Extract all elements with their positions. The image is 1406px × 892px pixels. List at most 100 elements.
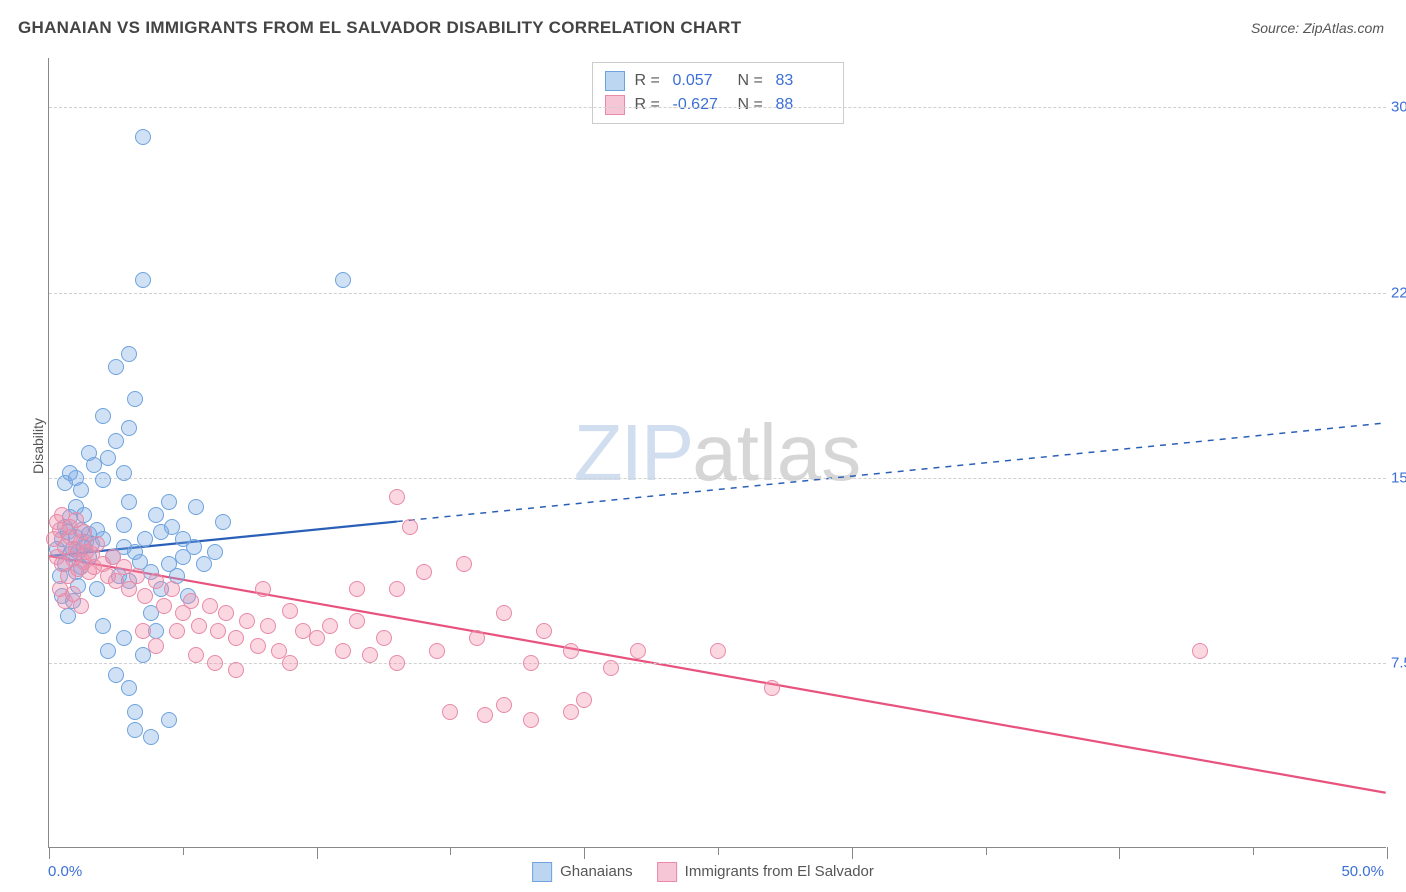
legend-label: Immigrants from El Salvador [685,863,874,880]
data-point [135,272,151,288]
x-tick [584,847,585,859]
data-point [362,647,378,663]
x-tick [1387,847,1388,859]
data-point [563,704,579,720]
legend-item-ghanaians: Ghanaians [532,862,633,882]
data-point [89,536,105,552]
x-tick [183,847,184,855]
data-point [135,623,151,639]
data-point [202,598,218,614]
data-point [108,433,124,449]
data-point [148,638,164,654]
gridline [49,663,1386,664]
data-point [116,465,132,481]
data-point [108,359,124,375]
data-point [100,450,116,466]
data-point [239,613,255,629]
data-point [764,680,780,696]
x-tick [317,847,318,859]
data-point [207,655,223,671]
gridline [49,107,1386,108]
legend-swatch-ghanaians [605,71,625,91]
data-point [376,630,392,646]
n-value-elsalvador: 88 [776,93,831,117]
legend-swatch-icon [657,862,677,882]
data-point [121,346,137,362]
x-tick [49,847,50,859]
data-point [630,643,646,659]
data-point [260,618,276,634]
data-point [95,408,111,424]
data-point [477,707,493,723]
data-point [108,667,124,683]
data-point [228,662,244,678]
x-tick [986,847,987,855]
watermark-atlas: atlas [692,408,861,497]
data-point [576,692,592,708]
data-point [322,618,338,634]
data-point [148,573,164,589]
legend-swatch-icon [532,862,552,882]
legend-row-ghanaians: R = 0.057 N = 83 [605,69,831,93]
data-point [389,581,405,597]
data-point [389,655,405,671]
data-point [335,643,351,659]
data-point [210,623,226,639]
data-point [349,613,365,629]
legend-item-elsalvador: Immigrants from El Salvador [657,862,874,882]
data-point [563,643,579,659]
data-point [127,704,143,720]
data-point [523,712,539,728]
data-point [137,588,153,604]
x-tick [1253,847,1254,855]
data-point [335,272,351,288]
data-point [76,524,92,540]
x-axis-min-label: 0.0% [48,863,82,880]
data-point [116,630,132,646]
data-point [429,643,445,659]
data-point [255,581,271,597]
data-point [218,605,234,621]
data-point [161,494,177,510]
data-point [282,603,298,619]
data-point [183,593,199,609]
data-point [188,647,204,663]
chart-title: GHANAIAN VS IMMIGRANTS FROM EL SALVADOR … [18,18,741,38]
y-tick-label: 15.0% [1391,469,1406,486]
data-point [456,556,472,572]
data-point [148,507,164,523]
data-point [603,660,619,676]
data-point [127,722,143,738]
legend-label: Ghanaians [560,863,633,880]
y-tick-label: 22.5% [1391,284,1406,301]
data-point [710,643,726,659]
legend-swatch-elsalvador [605,95,625,115]
data-point [309,630,325,646]
data-point [135,129,151,145]
y-axis-label: Disability [30,418,46,474]
data-point [161,712,177,728]
x-tick [450,847,451,855]
source-label: Source: ZipAtlas.com [1251,20,1384,36]
data-point [116,517,132,533]
data-point [135,647,151,663]
data-point [523,655,539,671]
r-value-ghanaians: 0.057 [673,69,728,93]
correlation-legend: R = 0.057 N = 83 R = -0.627 N = 88 [592,62,844,124]
n-label: N = [738,93,766,117]
data-point [137,531,153,547]
data-point [228,630,244,646]
x-tick [852,847,853,859]
data-point [121,420,137,436]
data-point [1192,643,1208,659]
data-point [143,729,159,745]
data-point [95,618,111,634]
data-point [73,482,89,498]
watermark: ZIPatlas [574,407,861,499]
n-value-ghanaians: 83 [776,69,831,93]
gridline [49,478,1386,479]
data-point [100,643,116,659]
r-value-elsalvador: -0.627 [673,93,728,117]
data-point [164,519,180,535]
data-point [282,655,298,671]
